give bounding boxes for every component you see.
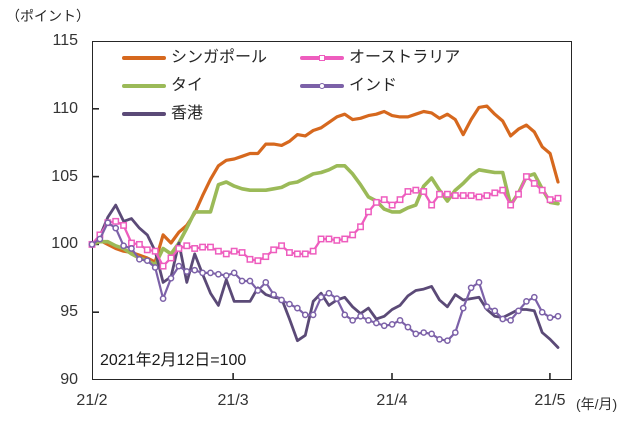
x-axis-tick-label-mar: 21/3	[217, 392, 249, 409]
x-axis-tick-label-feb: 21/2	[76, 392, 108, 409]
series-markers-india	[88, 219, 562, 345]
series-line-singapore	[90, 104, 560, 264]
series-line-hongkong	[90, 203, 560, 349]
series-line-india	[90, 221, 560, 342]
x-axis-tick-label-apr: 21/4	[376, 392, 408, 409]
series-line-thailand	[90, 164, 560, 267]
plot-area-border	[92, 41, 572, 380]
y-axis-tick-label-95: 95	[60, 303, 78, 320]
y-axis-tick-label-115: 115	[52, 32, 78, 49]
y-axis-tick-label-90: 90	[60, 371, 78, 388]
y-axis-tick-label-110: 110	[52, 100, 78, 117]
x-axis-unit-label: (年/月)	[576, 396, 618, 412]
base-date-annotation: 2021年2月12日=100	[100, 352, 247, 369]
y-axis-tick-label-105: 105	[51, 168, 78, 185]
y-axis-tick-label-100: 100	[51, 235, 78, 252]
y-axis-unit-label: （ポイント）	[6, 8, 90, 24]
x-axis-tick-label-may: 21/5	[534, 392, 566, 409]
